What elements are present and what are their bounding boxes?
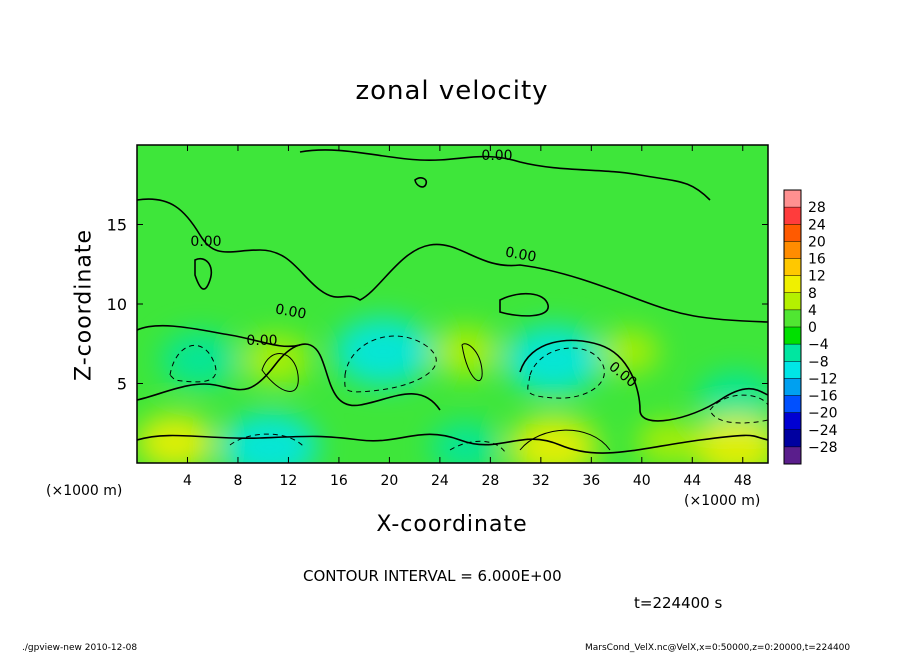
- colorbar-label-1: 24: [808, 217, 826, 233]
- contour-interval: CONTOUR INTERVAL = 6.000E+00: [303, 567, 562, 585]
- field-blob-5: [430, 422, 500, 463]
- colorbar-label-9: −8: [808, 354, 829, 370]
- x-tick-label-7: 32: [532, 473, 550, 489]
- contour-dashed-5: [449, 440, 506, 453]
- contour-dashed-1: [344, 335, 437, 393]
- colorbar-label-2: 20: [808, 234, 826, 250]
- plot-background: [137, 145, 768, 463]
- colorbar-swatch-12: [784, 395, 801, 414]
- colorbar-label-3: 16: [808, 252, 826, 268]
- colorbar-swatch-3: [784, 241, 801, 259]
- colorbar-swatch-10: [784, 361, 801, 379]
- colorbar-label-12: −20: [808, 406, 838, 422]
- footer-left: ./gpview-new 2010-12-08: [22, 643, 138, 653]
- contour-line-7: [499, 292, 549, 317]
- y-axis-label: Z-coordinate: [71, 229, 97, 381]
- x-tick-label-5: 24: [431, 473, 449, 489]
- contour-label-1: 0.00: [190, 234, 221, 250]
- field-blob-9: [697, 371, 768, 428]
- field-blob-0: [160, 331, 240, 388]
- colorbar-swatch-13: [784, 412, 801, 431]
- time-label: t=224400 s: [634, 594, 723, 612]
- contour-labels: 0.000.000.000.000.000.00: [190, 148, 639, 391]
- colorbar-swatch-5: [784, 275, 801, 294]
- x-tick-label-3: 16: [330, 473, 348, 489]
- contour-line-2: [137, 324, 301, 348]
- colorbar-label-0: 28: [808, 200, 826, 216]
- colorbar-label-13: −24: [808, 423, 838, 439]
- field-blob-10: [692, 416, 768, 463]
- colorbar-swatch-4: [784, 258, 801, 277]
- contour-dashed-3: [709, 394, 768, 424]
- contour-label-3: 0.00: [246, 333, 277, 349]
- x-tick-label-10: 44: [683, 473, 701, 489]
- colorbar-label-4: 12: [808, 269, 826, 285]
- field-blob-3: [334, 317, 432, 386]
- colorbar-swatch-0: [784, 190, 801, 208]
- colorbar-swatch-14: [784, 429, 801, 448]
- contour-line-0: [137, 198, 768, 323]
- contour-positive-2: [519, 429, 611, 451]
- contour-line-3: [137, 343, 441, 411]
- colorbar-swatch-6: [784, 292, 801, 311]
- colorbar-swatch-15: [784, 446, 801, 465]
- x-axis-ticks: 4 8 12 16 20 24 28 32 36 40 44 48: [183, 145, 752, 489]
- x-unit-left: (×1000 m): [46, 483, 123, 499]
- contour-line-8: [414, 177, 428, 188]
- contour-line-4: [137, 433, 768, 454]
- x-axis-label: X-coordinate: [0, 512, 904, 537]
- colorbar-swatch-2: [784, 224, 801, 242]
- field-blob-6: [504, 325, 603, 394]
- x-tick-label-8: 36: [582, 473, 600, 489]
- colorbar-label-14: −28: [808, 440, 838, 456]
- contour-line-1: [299, 149, 711, 201]
- velocity-field: [137, 317, 768, 463]
- colorbar-label-11: −16: [808, 389, 838, 405]
- footer-right: MarsCond_VelX.nc@VelX,x=0:50000,z=0:2000…: [585, 643, 851, 653]
- y-tick-label-1: 10: [107, 295, 127, 314]
- x-tick-label-4: 20: [380, 473, 398, 489]
- field-blob-11: [137, 414, 215, 463]
- colorbar-label-5: 8: [808, 286, 817, 302]
- x-tick-label-6: 28: [481, 473, 499, 489]
- field-blob-2: [220, 413, 319, 463]
- contour-positive-1: [461, 343, 483, 382]
- y-tick-label-2: 15: [107, 216, 127, 235]
- contour-label-2: 0.00: [274, 301, 307, 322]
- colorbar-label-7: 0: [808, 320, 817, 336]
- y-axis-ticks: 5 10 15: [107, 216, 768, 394]
- x-axis-label-text: X-coordinate: [376, 512, 528, 537]
- colorbar-label-10: −12: [808, 371, 838, 387]
- colorbar-label-6: 4: [808, 303, 817, 319]
- colorbar-swatch-11: [784, 378, 801, 396]
- x-tick-label-9: 40: [633, 473, 651, 489]
- field-blob-7: [509, 416, 598, 463]
- contour-label-4: 0.00: [504, 244, 537, 265]
- field-blob-12: [637, 420, 697, 463]
- contour-lines: [137, 149, 768, 454]
- y-tick-label-0: 5: [117, 375, 127, 394]
- contour-line-6: [194, 258, 213, 290]
- contour-dashed-0: [169, 344, 217, 383]
- contour-dashed-2: [527, 347, 605, 399]
- colorbar-swatch-7: [784, 309, 801, 328]
- contour-label-0: 0.00: [481, 148, 512, 164]
- field-blob-8: [599, 329, 659, 374]
- colorbar-swatch-8: [784, 327, 801, 345]
- colorbar-swatch-1: [784, 207, 801, 225]
- colorbar-swatch-9: [784, 344, 801, 362]
- x-tick-label-1: 8: [233, 473, 242, 489]
- contour-line-5: [519, 339, 768, 422]
- x-tick-label-11: 48: [734, 473, 752, 489]
- x-tick-label-2: 12: [280, 473, 298, 489]
- chart-title: zonal velocity: [355, 76, 549, 106]
- field-blob-4: [430, 326, 500, 377]
- contour-positive-0: [261, 353, 299, 392]
- contour-dashed-4: [229, 433, 306, 449]
- colorbar-label-8: −4: [808, 337, 829, 353]
- x-tick-label-0: 4: [183, 473, 192, 489]
- x-unit-right: (×1000 m): [684, 493, 761, 509]
